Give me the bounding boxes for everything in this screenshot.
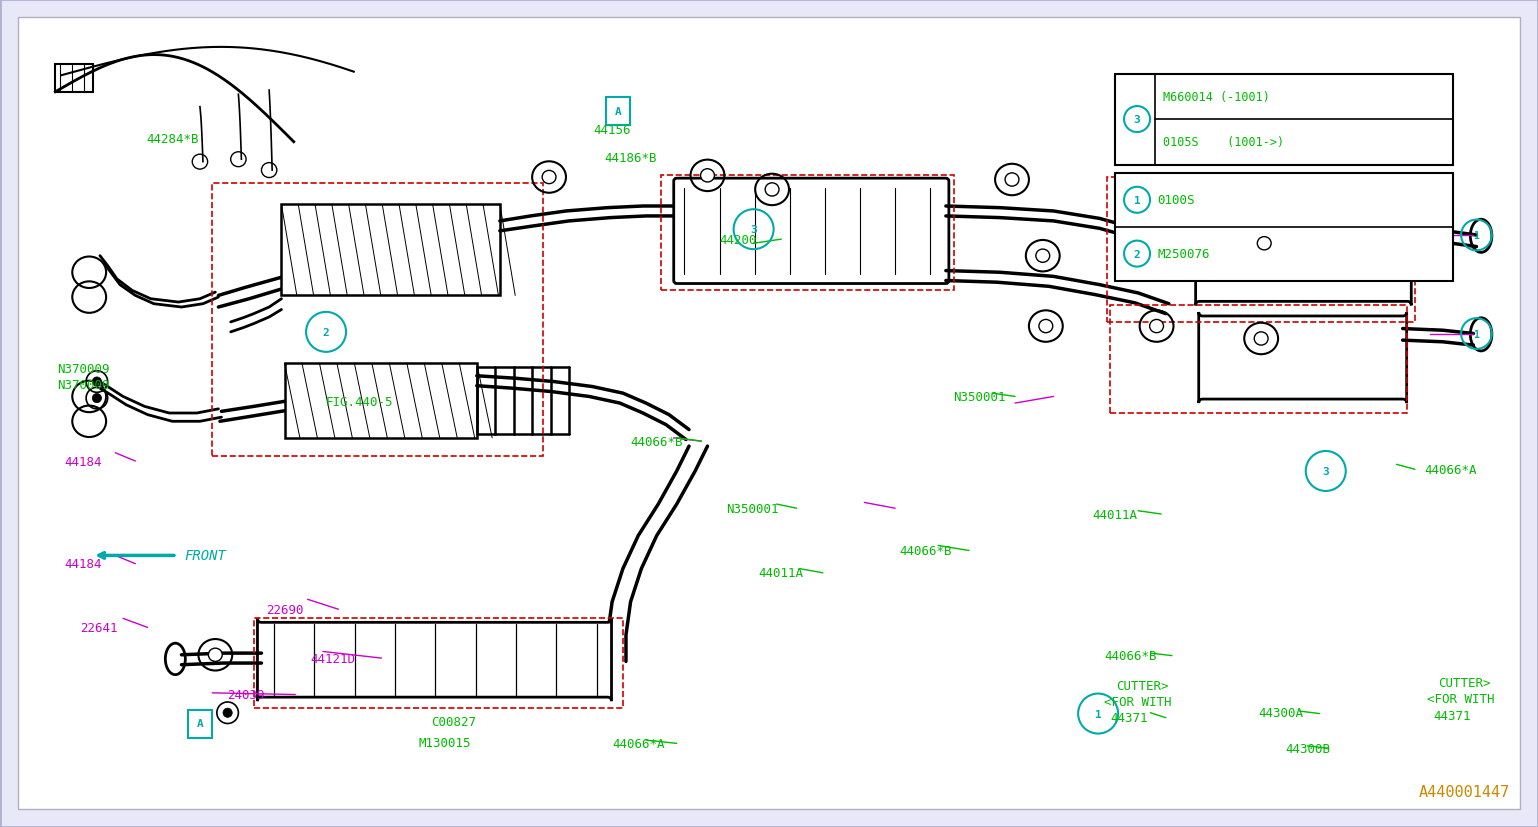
Bar <box>1115 174 1453 281</box>
FancyBboxPatch shape <box>188 710 212 738</box>
Text: 0105S    (1001->): 0105S (1001->) <box>1163 136 1284 149</box>
Text: N350001: N350001 <box>726 502 778 515</box>
Circle shape <box>223 708 232 718</box>
Text: M130015: M130015 <box>418 736 471 749</box>
Text: A: A <box>197 719 203 729</box>
Text: 0100S: 0100S <box>1157 194 1195 207</box>
Text: 1: 1 <box>1095 709 1101 719</box>
Text: 1: 1 <box>1473 329 1480 339</box>
FancyBboxPatch shape <box>1195 200 1412 306</box>
Ellipse shape <box>701 170 715 183</box>
Text: 1: 1 <box>1134 195 1140 206</box>
Ellipse shape <box>1006 174 1020 187</box>
Text: 1: 1 <box>1473 231 1480 241</box>
Text: C00827: C00827 <box>431 715 475 729</box>
Circle shape <box>92 394 102 404</box>
Text: N370009: N370009 <box>57 379 109 392</box>
FancyBboxPatch shape <box>606 98 631 126</box>
Text: 3: 3 <box>1323 466 1329 476</box>
Text: 22690: 22690 <box>266 603 303 616</box>
Text: FRONT: FRONT <box>185 549 226 562</box>
Ellipse shape <box>1257 237 1272 251</box>
Bar <box>661 175 954 291</box>
Bar <box>1115 74 1453 165</box>
Text: 44186*B: 44186*B <box>604 152 657 165</box>
Ellipse shape <box>1040 320 1054 333</box>
Text: <FOR WITH: <FOR WITH <box>1427 692 1495 705</box>
Text: 44284*B: 44284*B <box>146 132 198 146</box>
Bar <box>55 65 94 93</box>
Ellipse shape <box>541 171 557 184</box>
Text: CUTTER>: CUTTER> <box>1438 676 1490 689</box>
FancyBboxPatch shape <box>674 179 949 284</box>
Ellipse shape <box>766 184 780 197</box>
Text: 44371: 44371 <box>1433 709 1470 722</box>
Text: M660014 (-1001): M660014 (-1001) <box>1163 91 1270 103</box>
Text: 2: 2 <box>323 327 329 337</box>
Bar <box>1110 306 1407 414</box>
Ellipse shape <box>1037 250 1050 263</box>
Text: 44066*A: 44066*A <box>1424 463 1476 476</box>
Text: 44121D: 44121D <box>311 652 355 665</box>
Text: 44011A: 44011A <box>758 566 803 580</box>
Ellipse shape <box>1253 332 1267 346</box>
Bar <box>212 184 543 457</box>
Text: 3: 3 <box>1134 115 1140 125</box>
Circle shape <box>92 377 102 387</box>
Text: N350001: N350001 <box>954 390 1006 404</box>
Text: 44300B: 44300B <box>1286 742 1330 755</box>
Text: 44156: 44156 <box>594 124 631 137</box>
Text: 2: 2 <box>1134 249 1140 260</box>
Text: 44066*B: 44066*B <box>631 435 683 448</box>
Text: 44184: 44184 <box>65 557 102 571</box>
Text: A: A <box>615 107 621 117</box>
Ellipse shape <box>1150 320 1164 333</box>
FancyBboxPatch shape <box>1198 313 1407 404</box>
Text: 44066*B: 44066*B <box>1104 649 1157 662</box>
FancyBboxPatch shape <box>257 619 612 701</box>
Text: <FOR WITH: <FOR WITH <box>1104 695 1172 708</box>
Text: N370009: N370009 <box>57 362 109 375</box>
Text: FIG.440-5: FIG.440-5 <box>326 395 394 409</box>
Bar <box>1107 178 1415 323</box>
Text: 44066*A: 44066*A <box>612 737 664 750</box>
Polygon shape <box>281 205 500 296</box>
Text: 44011A: 44011A <box>1092 508 1137 521</box>
Text: 3: 3 <box>751 225 757 235</box>
Polygon shape <box>285 364 477 438</box>
Text: CUTTER>: CUTTER> <box>1117 679 1169 692</box>
Ellipse shape <box>209 648 223 662</box>
Text: 44371: 44371 <box>1110 711 1147 724</box>
Text: 44300A: 44300A <box>1258 706 1303 719</box>
Text: 44066*B: 44066*B <box>900 544 952 557</box>
Text: A440001447: A440001447 <box>1418 784 1510 799</box>
Text: 44200: 44200 <box>720 233 757 246</box>
Text: 24039: 24039 <box>228 688 265 701</box>
Bar <box>254 619 623 708</box>
Text: 22641: 22641 <box>80 621 117 634</box>
Text: 44184: 44184 <box>65 455 102 468</box>
Text: M250076: M250076 <box>1157 248 1209 261</box>
